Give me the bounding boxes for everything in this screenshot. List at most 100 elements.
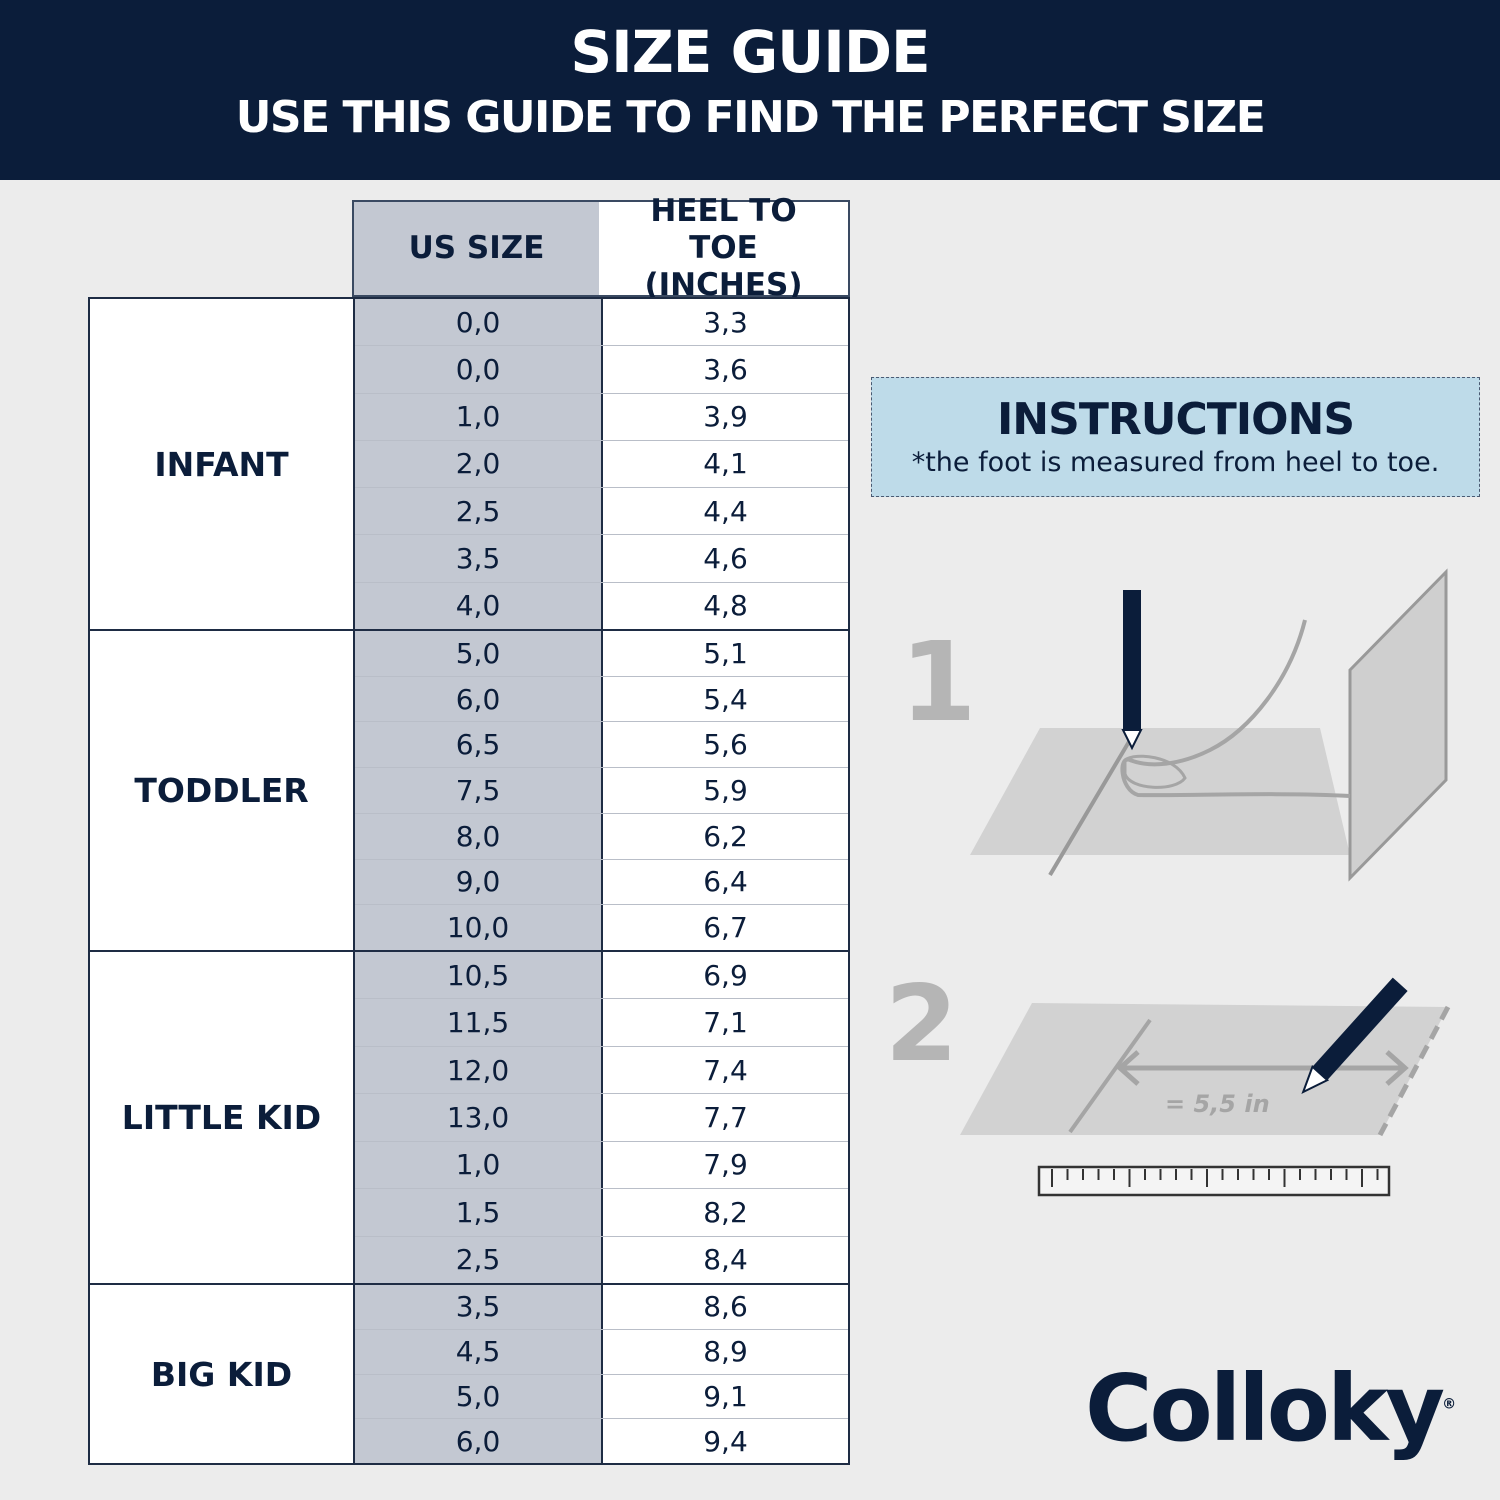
heel-to-toe-cell: 8,9	[703, 1335, 748, 1369]
pencil-icon	[1121, 590, 1143, 751]
us-size-cell: 2,0	[355, 440, 603, 488]
table-row: 8,0 6,2	[355, 813, 848, 860]
heel-to-toe-cell: 6,7	[703, 911, 748, 945]
us-size-cell: 2,5	[355, 1236, 603, 1283]
heel-to-toe-cell: 4,6	[703, 542, 748, 576]
table-row: 2,0 4,1	[355, 440, 848, 489]
heel-to-toe-cell: 7,1	[703, 1006, 748, 1040]
us-size-cell: 6,0	[355, 676, 603, 722]
heel-to-toe-cell: 5,6	[703, 728, 748, 762]
table-row: 10,0 6,7	[355, 905, 848, 951]
heel-to-toe-cell: 6,9	[703, 958, 748, 992]
step-1-illustration: 1	[900, 568, 1448, 882]
us-size-cell: 8,0	[355, 813, 603, 859]
us-size-cell: 0,0	[355, 299, 603, 346]
instructions-title: INSTRUCTIONS	[996, 394, 1355, 445]
us-size-cell: 6,0	[355, 1419, 603, 1463]
table-row: 6,5 5,6	[355, 722, 848, 769]
us-size-cell: 5,0	[355, 1374, 603, 1419]
table-row: 12,0 7,4	[355, 1046, 848, 1095]
category-label: LITTLE KID	[90, 952, 355, 1283]
table-row: 5,0 5,1	[355, 631, 848, 677]
category-label: TODDLER	[90, 631, 355, 950]
us-size-cell: 1,0	[355, 1141, 603, 1189]
heel-to-toe-cell: 4,4	[703, 494, 748, 528]
us-size-cell: 13,0	[355, 1094, 603, 1141]
heel-to-toe-cell: 4,1	[703, 447, 748, 481]
registered-mark: ®	[1442, 1396, 1457, 1413]
table-row: 9,0 6,4	[355, 859, 848, 906]
size-rows: 3,5 8,6 4,5 8,9 5,0 9,1 6,0 9,4	[355, 1285, 848, 1463]
us-size-cell: 3,5	[355, 535, 603, 582]
us-size-cell: 1,0	[355, 393, 603, 440]
heel-to-toe-cell: 8,4	[703, 1243, 748, 1277]
table-row: 6,0 9,4	[355, 1419, 848, 1463]
step-1-number: 1	[900, 618, 977, 746]
us-size-cell: 1,5	[355, 1189, 603, 1236]
table-row: 3,5 4,6	[355, 535, 848, 583]
table-row: 0,0 3,6	[355, 346, 848, 394]
table-row: 1,5 8,2	[355, 1189, 848, 1237]
pencil-icon	[1301, 977, 1408, 1095]
page-title: SIZE GUIDE	[570, 18, 930, 86]
brand-name: Colloky	[1085, 1355, 1445, 1462]
table-row: 11,5 7,1	[355, 999, 848, 1047]
heel-to-toe-cell: 7,4	[703, 1053, 748, 1087]
step-2-illustration: 2 = 5,5 in	[885, 963, 1451, 1197]
wall-board	[1348, 568, 1448, 882]
column-header-us-size: US SIZE	[352, 200, 601, 297]
heel-to-toe-cell: 8,2	[703, 1195, 748, 1229]
table-row: 2,5 8,4	[355, 1236, 848, 1283]
column-header-heel-to-toe: HEEL TO TOE (INCHES)	[599, 193, 850, 303]
us-size-cell: 3,5	[355, 1285, 603, 1329]
instructions-box: INSTRUCTIONS *the foot is measured from …	[871, 377, 1480, 497]
us-size-cell: 11,5	[355, 999, 603, 1046]
heel-to-toe-cell: 5,4	[703, 682, 748, 716]
heel-to-toe-cell: 5,1	[703, 636, 748, 670]
table-row: 3,5 8,6	[355, 1285, 848, 1330]
measurement-label: = 5,5 in	[1165, 1090, 1270, 1118]
page-subtitle: USE THIS GUIDE TO FIND THE PERFECT SIZE	[235, 92, 1266, 143]
heel-to-toe-cell: 7,7	[703, 1100, 748, 1134]
us-size-cell: 6,5	[355, 722, 603, 768]
step-2-number: 2	[885, 963, 958, 1085]
us-size-cell: 5,0	[355, 631, 603, 676]
foot-icon	[1120, 619, 1351, 798]
table-row: 1,0 3,9	[355, 393, 848, 441]
heel-to-toe-cell: 9,1	[703, 1379, 748, 1413]
heel-to-toe-label: HEEL TO TOE (INCHES)	[644, 193, 803, 303]
size-group-infant: INFANT 0,0 3,3 0,0 3,6 1,0 3,9 2,0 4,1 2,5 4,4 3,5 4…	[88, 297, 850, 631]
header-banner: SIZE GUIDE USE THIS GUIDE TO FIND THE PE…	[0, 0, 1500, 180]
table-row: 7,5 5,9	[355, 768, 848, 814]
category-label: BIG KID	[90, 1285, 355, 1463]
us-size-cell: 7,5	[355, 768, 603, 813]
table-row: 10,5 6,9	[355, 952, 848, 1000]
brand-logo: Colloky®	[1085, 1355, 1456, 1462]
heel-to-toe-cell: 3,9	[703, 400, 748, 434]
heel-to-toe-cell: 6,4	[703, 865, 748, 899]
table-row: 1,0 7,9	[355, 1141, 848, 1190]
heel-to-toe-cell: 8,6	[703, 1290, 748, 1324]
us-size-cell: 0,0	[355, 346, 603, 393]
us-size-cell: 4,5	[355, 1329, 603, 1374]
us-size-cell: 2,5	[355, 488, 603, 535]
instructions-note: *the foot is measured from heel to toe.	[911, 447, 1440, 478]
heel-to-toe-cell: 9,4	[703, 1424, 748, 1458]
us-size-cell: 9,0	[355, 859, 603, 905]
heel-to-toe-cell: 5,9	[703, 774, 748, 808]
heel-to-toe-cell: 7,9	[703, 1148, 748, 1182]
table-row: 4,5 8,9	[355, 1329, 848, 1375]
table-row: 4,0 4,8	[355, 582, 848, 629]
heel-to-toe-cell: 6,2	[703, 819, 748, 853]
size-rows: 10,5 6,9 11,5 7,1 12,0 7,4 13,0 7,7 1,0 7,9 1,5 8,2…	[355, 952, 848, 1283]
size-rows: 5,0 5,1 6,0 5,4 6,5 5,6 7,5 5,9 8,0 6,2 9,0 6,4 10,0…	[355, 631, 848, 951]
heel-to-toe-cell: 3,3	[703, 305, 748, 339]
table-row: 0,0 3,3	[355, 299, 848, 347]
size-group-big-kid: BIG KID 3,5 8,6 4,5 8,9 5,0 9,1 6,0 9,4	[88, 1285, 850, 1465]
measure-arrow	[1116, 1050, 1409, 1086]
ruler-icon	[1037, 1165, 1391, 1197]
size-group-little-kid: LITTLE KID 10,5 6,9 11,5 7,1 12,0 7,4 13,0 7,7 1,…	[88, 952, 850, 1285]
heel-to-toe-cell: 3,6	[703, 352, 748, 386]
size-rows: 0,0 3,3 0,0 3,6 1,0 3,9 2,0 4,1 2,5 4,4 3,5 4,6 4,0 4…	[355, 299, 848, 629]
size-group-toddler: TODDLER 5,0 5,1 6,0 5,4 6,5 5,6 7,5 5,9 8,0 6,2 9,0…	[88, 631, 850, 952]
